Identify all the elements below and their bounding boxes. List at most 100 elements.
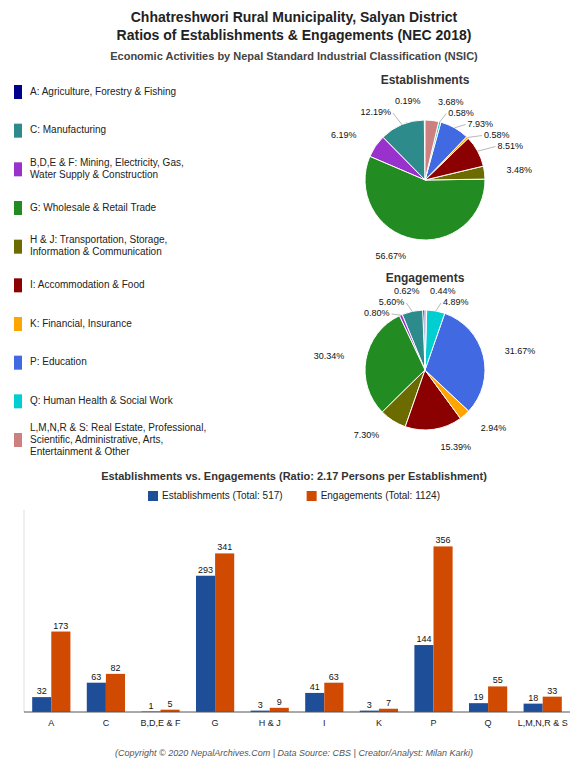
data-label: 63 [329, 672, 339, 682]
legend-swatch [307, 491, 317, 501]
legend-swatch [14, 201, 22, 215]
pie-title: Engagements [386, 271, 465, 285]
pie-title: Establishments [381, 73, 470, 87]
legend-swatch [14, 394, 22, 408]
legend-entry: Establishments (Total: 517) [162, 490, 283, 501]
data-label: 41 [310, 682, 320, 692]
legend-line: A: Agriculture, Forestry & Fishing [30, 86, 176, 97]
pie-label: 3.48% [506, 165, 532, 175]
data-label: 173 [53, 621, 68, 631]
legend-entry: C: Manufacturing [30, 124, 106, 135]
legend-entry: G: Wholesale & Retail Trade [30, 202, 157, 213]
legend-swatch [14, 85, 22, 99]
pie-label: 7.30% [354, 430, 380, 440]
bar [305, 693, 324, 712]
bar [215, 553, 234, 712]
legend-line: B,D,E & F: Mining, Electricity, Gas, [30, 157, 184, 168]
pie-label: 7.93% [468, 119, 494, 129]
x-tick-label: C [103, 718, 110, 728]
data-label: 341 [217, 542, 232, 552]
legend-line: C: Manufacturing [30, 124, 106, 135]
pie-slice [425, 120, 439, 180]
x-tick-label: H & J [259, 718, 281, 728]
pie-label: 6.19% [331, 130, 357, 140]
bar [51, 632, 70, 712]
pie-label: 8.51% [497, 141, 523, 151]
x-axis-line [24, 712, 570, 713]
bar [106, 674, 125, 712]
legend-swatch [14, 124, 22, 138]
data-label: 5 [168, 699, 173, 709]
data-label: 293 [198, 565, 213, 575]
label-leader [440, 114, 446, 122]
data-labels: 326312933413144191817382534196373565533 [37, 535, 558, 710]
label-leader [467, 136, 482, 138]
legend-swatch [14, 278, 22, 292]
x-tick-label: P [430, 718, 436, 728]
legend-swatch [14, 433, 22, 447]
legend-line: I: Accommodation & Food [30, 279, 145, 290]
data-label: 9 [277, 697, 282, 707]
pie-label: 0.58% [484, 130, 510, 140]
legend-line: G: Wholesale & Retail Trade [30, 202, 157, 213]
legend-swatch [14, 162, 22, 176]
pie-label: 30.34% [314, 351, 345, 361]
data-label: 63 [91, 672, 101, 682]
legend-line: Information & Communication [30, 246, 162, 257]
bars [32, 546, 562, 712]
footer: (Copyright © 2020 NepalArchives.Com | Da… [115, 748, 473, 758]
legend-line: Water Supply & Construction [30, 169, 158, 180]
bar [488, 686, 507, 712]
legend-line: Q: Human Health & Social Work [30, 395, 174, 406]
bar [324, 683, 343, 712]
legend-entry: A: Agriculture, Forestry & Fishing [30, 86, 176, 97]
bar [543, 697, 562, 712]
x-tick-label: Q [485, 718, 492, 728]
legend-entry: P: Education [30, 356, 87, 367]
x-tick-label: I [323, 718, 326, 728]
bar [524, 704, 543, 712]
legend-line: H & J: Transportation, Storage, [30, 234, 167, 245]
legend-entry: I: Accommodation & Food [30, 279, 145, 290]
title: Ratios of Establishments & Engagements (… [117, 27, 472, 43]
data-label: 19 [474, 692, 484, 702]
y-axis-line [24, 510, 25, 712]
pie-label: 3.68% [438, 97, 464, 107]
pie-label: 0.19% [395, 96, 421, 106]
data-label: 144 [416, 634, 431, 644]
pie-label: 0.44% [430, 286, 456, 296]
pie [365, 310, 485, 430]
title: Chhatreshwori Rural Municipality, Salyan… [131, 9, 458, 25]
pie-label: 31.67% [505, 346, 536, 356]
pie-label: 56.67% [375, 251, 406, 261]
bar [32, 697, 51, 712]
pie-label: 0.80% [364, 308, 390, 318]
pie-label: 12.19% [360, 107, 391, 117]
data-label: 18 [528, 693, 538, 703]
data-label: 3 [367, 700, 372, 710]
data-label: 82 [110, 663, 120, 673]
label-leader [436, 303, 441, 311]
data-label: 55 [493, 675, 503, 685]
pie-label: 0.62% [394, 286, 420, 296]
subtitle: Economic Activities by Nepal Standard In… [110, 50, 478, 62]
legend-entry: H & J: Transportation, Storage,Informati… [30, 234, 167, 257]
data-label: 7 [386, 698, 391, 708]
legend-line: L,M,N,R & S: Real Estate, Professional, [30, 422, 206, 433]
data-label: 32 [37, 686, 47, 696]
label-leader [391, 314, 400, 315]
bar-legend: Establishments (Total: 517)Engagements (… [148, 490, 440, 501]
x-tick-label: B,D,E & F [140, 718, 181, 728]
bar-title: Establishments vs. Engagements (Ratio: 2… [101, 470, 487, 482]
legend-line: P: Education [30, 356, 87, 367]
legend-entry: L,M,N,R & S: Real Estate, Professional,S… [30, 422, 206, 457]
x-tick-label: A [48, 718, 54, 728]
legend-line: K: Financial, Insurance [30, 318, 132, 329]
bar [87, 683, 106, 712]
x-tick-label: K [376, 718, 382, 728]
x-tick-label: L,M,N,R & S [518, 718, 568, 728]
legend-swatch [14, 317, 22, 331]
bar [270, 708, 289, 712]
legend: A: Agriculture, Forestry & Fishing C: Man… [14, 85, 206, 457]
bar [469, 703, 488, 712]
